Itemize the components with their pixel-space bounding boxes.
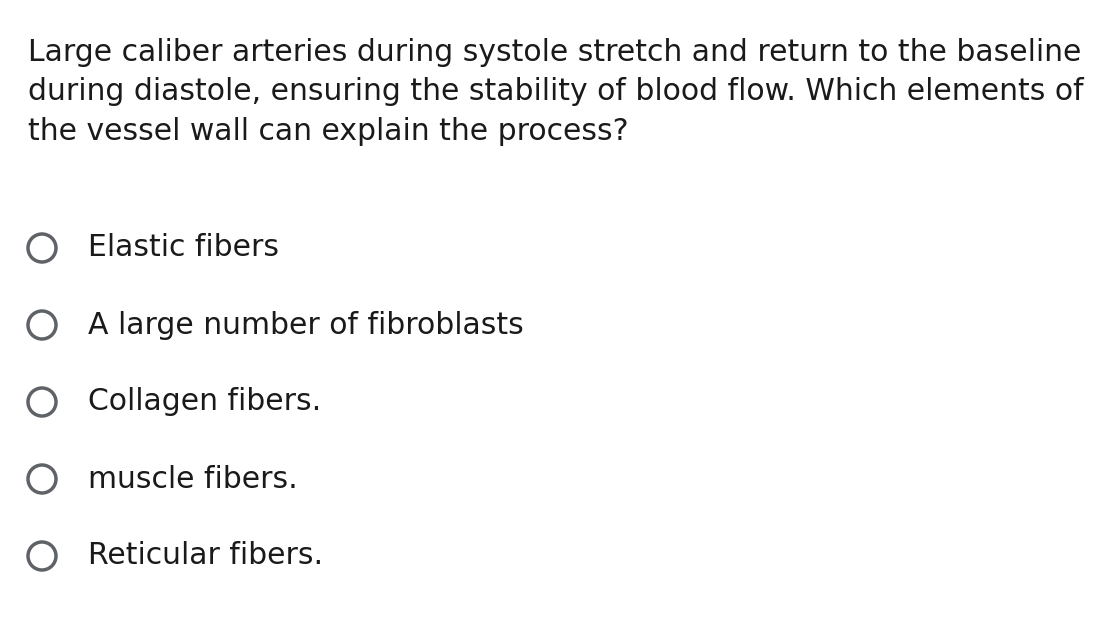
Text: Large caliber arteries during systole stretch and return to the baseline
during : Large caliber arteries during systole st… — [28, 38, 1084, 146]
Text: A large number of fibroblasts: A large number of fibroblasts — [88, 310, 524, 339]
Text: Elastic fibers: Elastic fibers — [88, 233, 279, 262]
Text: Reticular fibers.: Reticular fibers. — [88, 541, 324, 570]
Text: Collagen fibers.: Collagen fibers. — [88, 387, 321, 416]
Text: muscle fibers.: muscle fibers. — [88, 464, 298, 493]
